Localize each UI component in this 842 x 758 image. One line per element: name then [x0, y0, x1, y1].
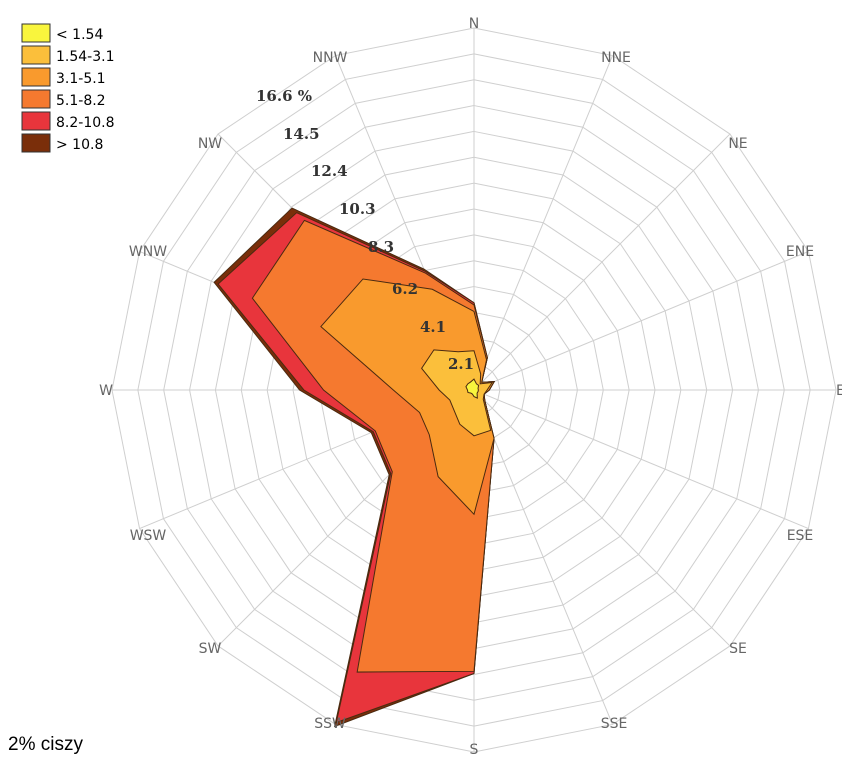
- area-3-1-5-1: [320, 278, 496, 516]
- direction-label-sw: SW: [199, 641, 222, 657]
- legend-swatch: [21, 23, 51, 43]
- radial-tick-label: 12.4: [311, 162, 348, 180]
- legend: < 1.54 1.54-3.1 3.1-5.1 5.1-8.2 8.2-10.8 > 10…: [21, 23, 115, 153]
- radial-tick-label: 2.1: [448, 355, 474, 373]
- legend-label: 1.54-3.1: [56, 49, 115, 65]
- radial-tick-label: 10.3: [339, 200, 376, 218]
- direction-label-w: W: [99, 383, 113, 399]
- wind-frequency-areas: [213, 207, 496, 728]
- legend-swatch: [21, 45, 51, 65]
- grid-spoke: [473, 251, 809, 391]
- direction-label-nne: NNE: [601, 50, 631, 66]
- radial-tick-labels: 2.1 4.1 6.2 8.3 10.3 12.4 14.5 16.6 %: [256, 87, 474, 373]
- grid-spoke: [473, 389, 613, 725]
- radial-tick-label: 8.3: [368, 238, 394, 256]
- direction-label-e: E: [836, 383, 842, 399]
- radial-tick-label: 16.6 %: [256, 87, 312, 105]
- direction-label-n: N: [469, 16, 479, 32]
- area-1-54-3-1: [420, 349, 494, 437]
- direction-label-wnw: WNW: [129, 244, 167, 260]
- grid-spoke: [473, 389, 809, 529]
- legend-label: < 1.54: [56, 27, 103, 43]
- direction-label-ene: ENE: [786, 244, 814, 260]
- legend-label: 3.1-5.1: [56, 71, 106, 87]
- direction-label-se: SE: [729, 641, 747, 657]
- radial-tick-label: 4.1: [420, 318, 446, 336]
- direction-labels: N NNE NE ENE E ESE SE SSE S SSW SW WSW W WNW NW NNW: [99, 16, 842, 758]
- direction-label-ne: NE: [728, 136, 747, 152]
- grid-spoke: [473, 55, 613, 391]
- grid-spoke: [473, 133, 731, 391]
- legend-swatch: [21, 133, 51, 153]
- direction-label-sse: SSE: [601, 716, 628, 732]
- grid-spoke: [473, 389, 731, 647]
- legend-label: > 10.8: [56, 137, 103, 153]
- radial-tick-label: 6.2: [392, 280, 418, 298]
- legend-label: 8.2-10.8: [56, 115, 115, 131]
- area--1-54: [465, 378, 480, 399]
- direction-label-ssw: SSW: [314, 716, 346, 732]
- legend-swatch: [21, 67, 51, 87]
- direction-label-nnw: NNW: [313, 50, 348, 66]
- direction-label-ese: ESE: [787, 528, 814, 544]
- radial-tick-label: 14.5: [283, 125, 320, 143]
- legend-swatch: [21, 89, 51, 109]
- direction-label-s: S: [470, 742, 479, 758]
- direction-label-wsw: WSW: [130, 528, 167, 544]
- polar-grid: [111, 27, 837, 753]
- legend-label: 5.1-8.2: [56, 93, 106, 109]
- calm-note: 2% ciszy: [8, 734, 83, 755]
- direction-label-nw: NW: [198, 136, 222, 152]
- legend-swatch: [21, 111, 51, 131]
